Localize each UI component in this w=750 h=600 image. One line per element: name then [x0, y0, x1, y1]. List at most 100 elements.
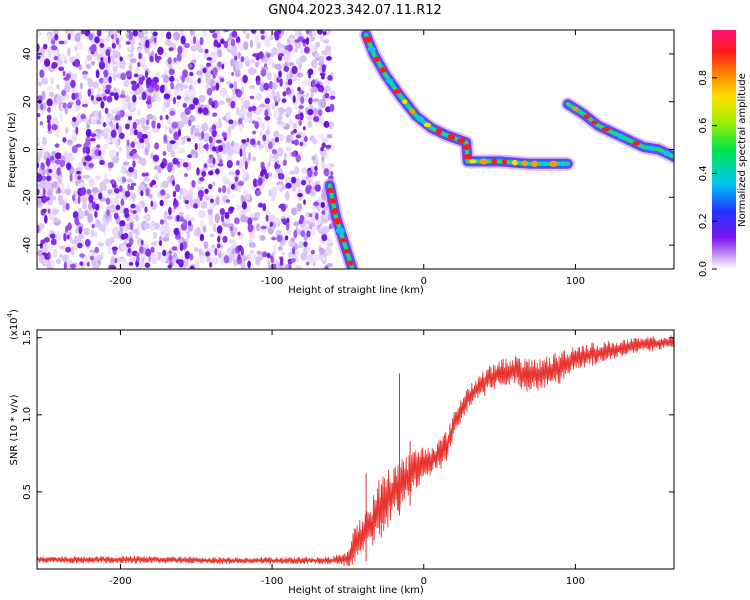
- noise-speckle: [238, 123, 243, 133]
- noise-speckle-strong: [291, 257, 296, 263]
- noise-speckle: [51, 49, 58, 55]
- noise-speckle: [259, 103, 266, 109]
- noise-speckle: [84, 209, 89, 217]
- noise-speckle-strong: [264, 109, 269, 118]
- noise-speckle-strong: [266, 252, 271, 259]
- noise-speckle-strong: [271, 148, 278, 155]
- noise-speckle-strong: [235, 36, 241, 43]
- feature-blob: [559, 161, 567, 167]
- x-tick-label: -200: [109, 276, 132, 287]
- noise-speckle-strong: [197, 107, 203, 114]
- noise-speckle: [222, 148, 228, 155]
- noise-speckle: [285, 106, 293, 116]
- feature-blob: [617, 133, 624, 140]
- noise-speckle: [65, 126, 69, 134]
- noise-speckle-strong: [149, 55, 154, 63]
- noise-speckle-strong: [52, 62, 58, 69]
- noise-speckle-strong: [137, 62, 141, 67]
- noise-speckle-strong: [252, 120, 257, 124]
- noise-speckle: [325, 80, 330, 88]
- noise-speckle: [285, 146, 292, 152]
- noise-speckle: [299, 45, 304, 56]
- noise-speckle-strong: [45, 175, 52, 182]
- feature-blob: [335, 227, 345, 234]
- noise-speckle-strong: [260, 35, 265, 40]
- noise-speckle-strong: [145, 248, 152, 257]
- noise-speckle-strong: [242, 74, 248, 84]
- noise-speckle: [64, 107, 69, 115]
- noise-speckle: [43, 259, 49, 265]
- noise-speckle: [151, 256, 158, 265]
- noise-speckle: [269, 34, 274, 41]
- noise-speckle-strong: [138, 52, 142, 60]
- noise-speckle-strong: [228, 119, 234, 125]
- noise-speckle-strong: [91, 223, 95, 229]
- noise-speckle-strong: [58, 66, 65, 72]
- y-tick-label: -40: [22, 237, 33, 253]
- noise-speckle: [47, 85, 54, 91]
- noise-speckle-strong: [206, 87, 213, 96]
- noise-speckle-strong: [81, 70, 89, 75]
- noise-speckle: [75, 51, 80, 62]
- noise-speckle: [79, 182, 86, 189]
- noise-speckle-strong: [201, 130, 205, 140]
- noise-speckle-strong: [234, 55, 238, 61]
- noise-speckle-strong: [126, 243, 132, 248]
- noise-speckle: [317, 253, 324, 261]
- noise-speckle: [275, 261, 280, 269]
- noise-speckle: [131, 194, 136, 201]
- noise-speckle-strong: [274, 161, 278, 170]
- noise-speckle: [59, 253, 63, 259]
- noise-speckle: [163, 51, 169, 58]
- noise-speckle: [179, 121, 184, 129]
- noise-speckle-strong: [124, 190, 131, 198]
- noise-speckle: [189, 90, 197, 95]
- noise-speckle: [69, 155, 75, 162]
- noise-speckle-strong: [151, 180, 157, 185]
- noise-speckle-strong: [179, 242, 184, 252]
- noise-speckle-strong: [46, 98, 53, 107]
- noise-speckle: [277, 46, 284, 52]
- noise-speckle: [114, 195, 120, 205]
- noise-speckle: [309, 188, 317, 197]
- noise-speckle-strong: [208, 170, 214, 176]
- noise-speckle: [99, 204, 104, 210]
- noise-speckle-strong: [196, 167, 200, 176]
- noise-speckle: [98, 38, 104, 45]
- noise-speckle-strong: [313, 201, 320, 207]
- noise-speckle: [120, 165, 127, 174]
- noise-speckle: [266, 123, 271, 131]
- noise-speckle-strong: [320, 146, 324, 152]
- noise-speckle: [128, 62, 133, 73]
- noise-speckle: [307, 78, 312, 88]
- noise-speckle-strong: [144, 206, 148, 213]
- noise-speckle: [74, 235, 78, 245]
- noise-speckle: [203, 241, 209, 250]
- noise-speckle: [59, 54, 67, 61]
- noise-speckle: [321, 50, 329, 56]
- noise-speckle-strong: [96, 30, 102, 37]
- noise-speckle-strong: [237, 253, 241, 261]
- noise-speckle: [119, 59, 126, 70]
- noise-speckle-strong: [61, 89, 66, 96]
- noise-speckle-strong: [249, 95, 255, 100]
- noise-speckle: [232, 226, 238, 233]
- noise-speckle-strong: [295, 114, 302, 120]
- noise-speckle: [230, 47, 238, 57]
- noise-speckle: [83, 227, 90, 236]
- noise-speckle-strong: [202, 107, 209, 116]
- noise-speckle-strong: [74, 217, 80, 226]
- noise-speckle-strong: [172, 179, 175, 187]
- noise-speckle: [296, 203, 302, 212]
- noise-speckle: [111, 109, 117, 115]
- noise-speckle: [230, 58, 235, 67]
- colorbar-tick-label: 0.6: [698, 118, 709, 134]
- spectrogram-noise-layer: [37, 30, 336, 269]
- noise-speckle-strong: [90, 255, 95, 261]
- noise-speckle: [195, 151, 199, 159]
- noise-speckle: [220, 244, 224, 249]
- noise-speckle: [329, 143, 335, 151]
- noise-speckle: [115, 61, 121, 68]
- noise-speckle-strong: [154, 142, 160, 150]
- noise-speckle-strong: [107, 161, 114, 169]
